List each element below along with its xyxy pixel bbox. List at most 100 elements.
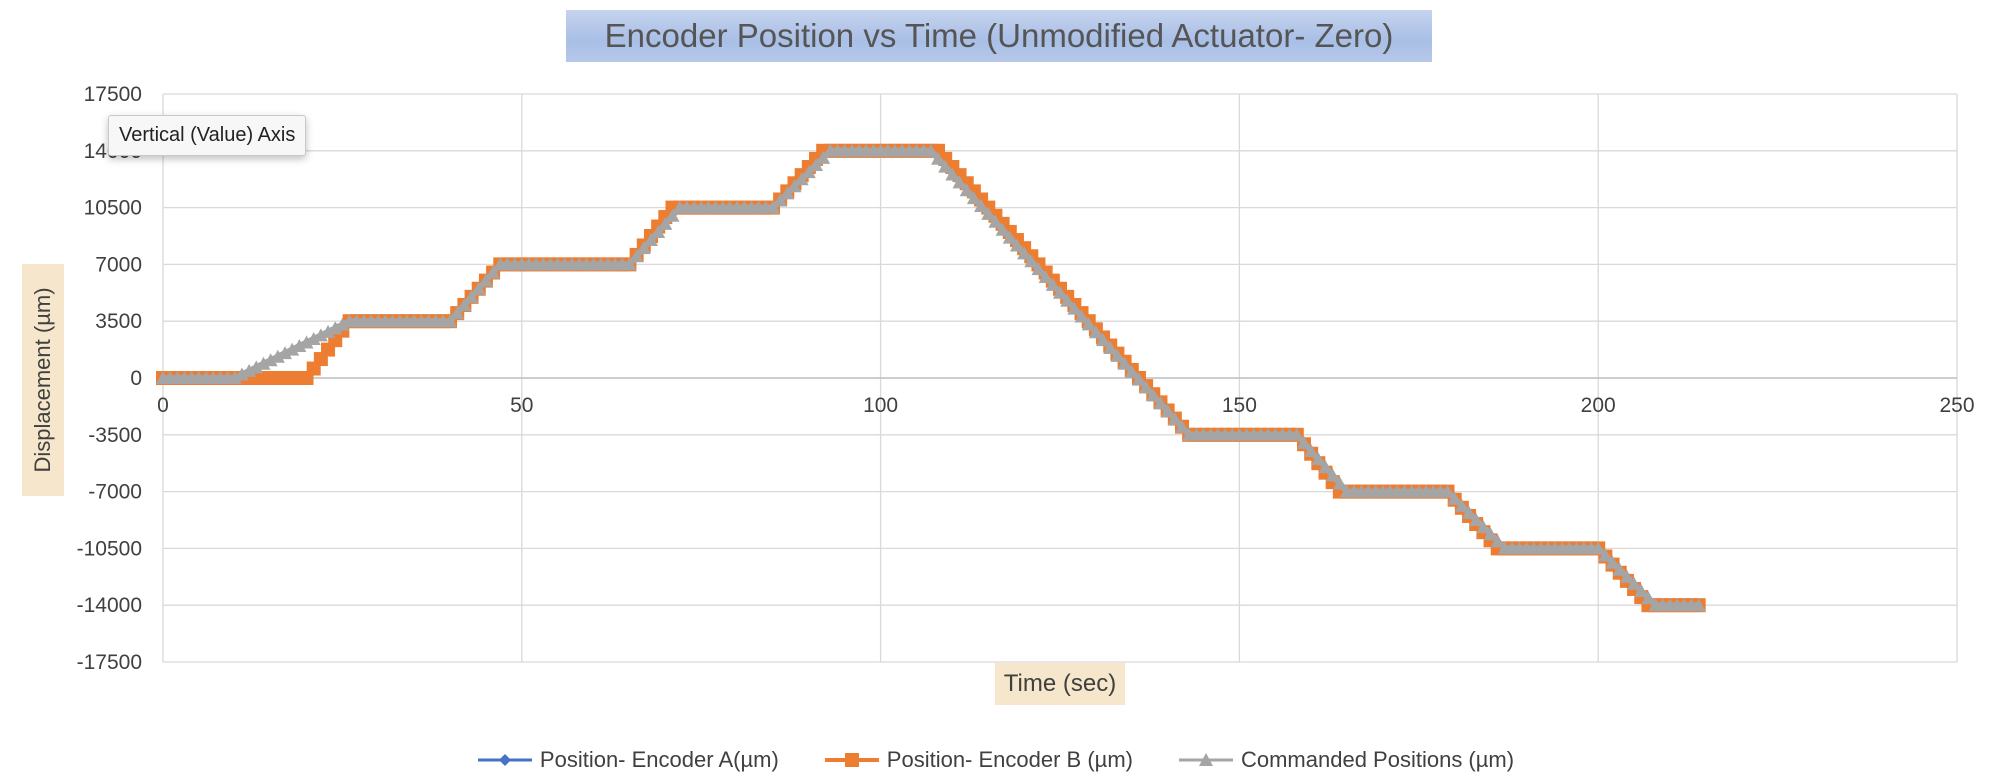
data-point-commanded[interactable] [1053, 285, 1067, 299]
data-point-commanded[interactable] [1296, 435, 1311, 449]
legend-entry-commanded[interactable]: Commanded Positions (µm) [1177, 747, 1514, 773]
x-axis-tick-labels[interactable]: 0 50 100 150 200 250 [157, 394, 1974, 417]
data-point-commanded[interactable] [328, 321, 343, 335]
data-point-commanded[interactable] [809, 158, 824, 171]
data-point-commanded[interactable] [938, 159, 953, 173]
data-point-commanded[interactable] [1146, 388, 1161, 402]
data-point-commanded[interactable] [1088, 325, 1103, 339]
data-point-commanded[interactable] [622, 257, 637, 271]
data-point-commanded[interactable] [292, 339, 307, 353]
data-point-commanded[interactable] [658, 216, 673, 230]
data-point-commanded[interactable] [952, 175, 967, 189]
data-point-commanded[interactable] [1060, 293, 1075, 307]
data-point-commanded[interactable] [636, 241, 651, 255]
data-point-commanded[interactable] [1325, 468, 1340, 482]
data-point-commanded[interactable] [1103, 341, 1118, 355]
data-point-commanded[interactable] [1167, 412, 1182, 426]
data-point-commanded[interactable] [1289, 427, 1304, 441]
data-point-commanded[interactable] [665, 208, 680, 222]
data-point-commanded[interactable] [1598, 548, 1613, 562]
data-point-commanded[interactable] [773, 193, 788, 207]
data-point-commanded[interactable] [478, 273, 493, 287]
data-point-commanded[interactable] [1081, 317, 1096, 331]
data-point-commanded[interactable] [988, 214, 1003, 228]
data-point-commanded[interactable] [1627, 576, 1642, 590]
data-point-commanded[interactable] [787, 179, 802, 193]
data-point-commanded[interactable] [1332, 476, 1347, 490]
data-point-commanded[interactable] [1002, 230, 1017, 244]
data-point-commanded[interactable] [1117, 356, 1132, 370]
data-point-commanded[interactable] [256, 356, 271, 370]
data-point-commanded[interactable] [1619, 569, 1634, 583]
data-point-commanded[interactable] [1476, 520, 1491, 534]
data-point-commanded[interactable] [1153, 396, 1168, 410]
data-point-commanded[interactable] [1009, 238, 1024, 252]
legend-entry-encoder-b[interactable]: Position- Encoder B (µm) [823, 747, 1133, 773]
data-point-commanded[interactable] [1440, 484, 1455, 498]
data-point-commanded[interactable] [1490, 534, 1505, 548]
data-point-commanded[interactable] [1074, 309, 1089, 323]
data-point-commanded[interactable] [1483, 527, 1498, 541]
data-point-commanded[interactable] [629, 249, 644, 263]
data-point-commanded[interactable] [306, 331, 321, 345]
data-point-commanded[interactable] [816, 150, 831, 164]
data-point-commanded[interactable] [242, 363, 257, 377]
data-point-commanded[interactable] [1017, 246, 1032, 260]
data-point-commanded[interactable] [931, 151, 946, 165]
data-point-commanded[interactable] [270, 349, 285, 363]
data-point-commanded[interactable] [1110, 348, 1125, 362]
data-point-commanded[interactable] [780, 186, 795, 200]
data-point-commanded[interactable] [471, 281, 486, 295]
legend-entry-encoder-a[interactable]: Position- Encoder A(µm) [476, 747, 779, 773]
data-point-commanded[interactable] [1160, 404, 1175, 418]
data-point-commanded[interactable] [1124, 364, 1139, 378]
data-point-commanded[interactable] [450, 306, 465, 320]
data-point-commanded[interactable] [1454, 498, 1469, 512]
data-point-commanded[interactable] [1174, 419, 1189, 433]
data-point-commanded[interactable] [1605, 555, 1620, 569]
y-axis-title[interactable]: Displacement (µm) [22, 264, 64, 496]
data-point-commanded[interactable] [1634, 584, 1649, 597]
data-point-commanded[interactable] [945, 167, 960, 181]
data-point-commanded[interactable] [765, 200, 780, 214]
data-point-commanded[interactable] [464, 289, 479, 303]
y-axis-tick-labels[interactable]: 175001400010500700035000-3500-7000-10500… [77, 83, 142, 674]
data-point-commanded[interactable] [285, 342, 300, 356]
data-point-commanded[interactable] [321, 324, 336, 338]
data-point-commanded[interactable] [651, 224, 666, 238]
data-point-commanded[interactable] [1031, 262, 1046, 276]
data-point-commanded[interactable] [1641, 591, 1656, 605]
chart-title[interactable]: Encoder Position vs Time (Unmodified Act… [566, 10, 1432, 62]
data-point-commanded[interactable] [486, 265, 501, 279]
data-point-commanded[interactable] [794, 172, 809, 186]
data-point-commanded[interactable] [335, 317, 350, 331]
data-point-commanded[interactable] [1024, 254, 1039, 268]
data-point-commanded[interactable] [457, 297, 472, 311]
data-point-commanded[interactable] [995, 222, 1010, 236]
data-point-commanded[interactable] [974, 199, 989, 213]
data-point-commanded[interactable] [801, 165, 816, 179]
data-point-commanded[interactable] [923, 143, 938, 157]
data-point-commanded[interactable] [299, 335, 314, 349]
data-point-commanded[interactable] [959, 183, 974, 197]
data-point-commanded[interactable] [277, 346, 292, 360]
series-layer[interactable] [156, 143, 1706, 613]
data-point-commanded[interactable] [1462, 505, 1477, 519]
data-point-commanded[interactable] [227, 371, 242, 384]
data-point-commanded[interactable] [1311, 452, 1326, 466]
data-point-commanded[interactable] [1318, 460, 1333, 474]
data-point-commanded[interactable] [981, 206, 996, 220]
legend[interactable]: Position- Encoder A(µm) Position- Encode… [0, 742, 1990, 778]
x-axis-title[interactable]: Time (sec) [995, 663, 1125, 705]
data-point-commanded[interactable] [249, 360, 264, 374]
data-point-commanded[interactable] [1139, 380, 1154, 394]
data-point-commanded[interactable] [1469, 513, 1484, 526]
data-point-commanded[interactable] [1067, 301, 1082, 315]
data-point-commanded[interactable] [313, 328, 328, 342]
data-point-commanded[interactable] [443, 314, 458, 328]
data-point-commanded[interactable] [1096, 333, 1111, 347]
data-point-commanded[interactable] [234, 367, 249, 381]
data-point-commanded[interactable] [966, 191, 981, 205]
data-point-commanded[interactable] [1045, 277, 1060, 291]
